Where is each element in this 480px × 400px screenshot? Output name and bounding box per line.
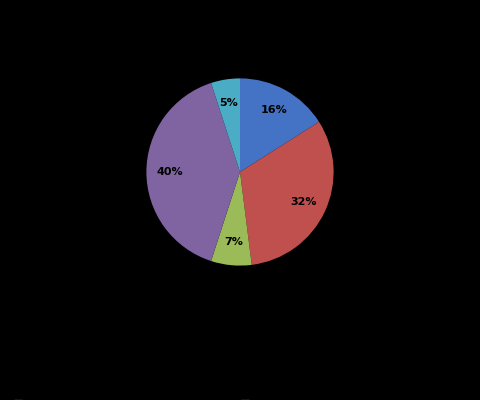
Text: 5%: 5% (220, 98, 239, 108)
Wedge shape (211, 78, 240, 172)
Text: 32%: 32% (290, 197, 317, 207)
Legend: Executive Office of Labor and Workforce, Career Services, Labor Standards, Indus: Executive Office of Labor and Workforce,… (11, 396, 469, 400)
Wedge shape (211, 172, 252, 266)
Text: 40%: 40% (156, 167, 183, 177)
Text: 7%: 7% (224, 237, 243, 247)
Wedge shape (146, 83, 240, 261)
Text: 16%: 16% (261, 106, 287, 116)
Wedge shape (240, 122, 334, 265)
Wedge shape (240, 78, 319, 172)
